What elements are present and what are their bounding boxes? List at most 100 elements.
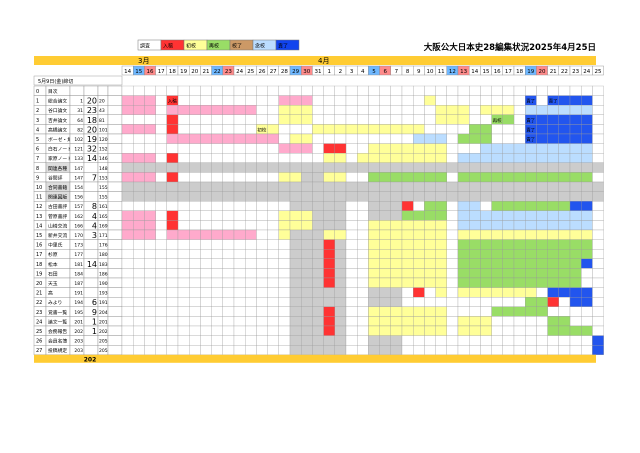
schedule-cell	[155, 268, 167, 279]
schedule-cell	[547, 335, 559, 346]
status-cell	[379, 153, 391, 163]
row-end-page: 183	[99, 262, 108, 268]
schedule-cell	[211, 220, 223, 231]
status-cell	[581, 143, 593, 154]
status-cell	[480, 229, 492, 240]
schedule-cell	[592, 287, 604, 298]
schedule-cell	[222, 124, 235, 135]
footer-total: 202	[84, 356, 97, 363]
schedule-cell	[368, 95, 380, 106]
schedule-cell	[491, 297, 503, 307]
status-cell	[536, 172, 548, 183]
schedule-cell	[133, 181, 145, 192]
status-cell	[569, 114, 582, 125]
status-cell	[491, 249, 503, 259]
schedule-cell	[592, 210, 604, 221]
schedule-cell	[166, 191, 179, 202]
schedule-cell	[480, 95, 492, 106]
schedule-cell	[222, 258, 235, 269]
status-cell	[424, 325, 436, 336]
status-cell	[401, 306, 414, 317]
schedule-cell	[480, 335, 492, 346]
schedule-cell	[502, 124, 515, 135]
schedule-cell	[334, 114, 347, 125]
row-start-page: 181	[74, 262, 83, 268]
row-note-cell	[107, 162, 123, 173]
schedule-cell	[323, 133, 335, 144]
page-title: 大阪公大日本史28編集状況2025年4月25日	[424, 42, 596, 53]
day-header-label: 27	[270, 69, 277, 75]
row-note-cell	[107, 95, 123, 106]
status-cell	[379, 316, 391, 327]
status-cell	[177, 105, 190, 115]
status-cell	[536, 133, 548, 144]
month-april: 4月	[318, 57, 329, 65]
schedule-cell	[446, 220, 459, 231]
status-cell	[144, 229, 156, 240]
schedule-cell	[267, 153, 279, 163]
schedule-cell	[390, 105, 403, 115]
schedule-cell	[312, 345, 324, 355]
schedule-cell	[469, 85, 481, 96]
schedule-cell	[189, 277, 201, 288]
schedule-cell	[390, 191, 403, 202]
schedule-cell	[155, 249, 167, 259]
status-cell	[513, 143, 526, 154]
row-start-page: 82	[77, 127, 83, 133]
row-start-page: 170	[74, 233, 83, 239]
schedule-cell	[233, 191, 246, 202]
schedule-cell	[233, 162, 246, 173]
row-number: 15	[36, 233, 42, 239]
schedule-cell	[435, 162, 447, 173]
schedule-cell	[278, 201, 291, 211]
schedule-cell	[457, 85, 470, 96]
schedule-cell	[177, 210, 190, 221]
day-header-label: 7	[395, 69, 399, 75]
day-header-label: 11	[438, 69, 445, 75]
row-count-cell	[83, 85, 99, 96]
status-cell	[413, 325, 425, 336]
schedule-cell	[536, 345, 548, 355]
schedule-cell	[345, 210, 358, 221]
status-cell	[502, 277, 515, 288]
day-header-label: 9	[417, 69, 421, 75]
schedule-cell	[446, 345, 459, 355]
schedule-cell	[457, 181, 470, 192]
schedule-cell	[502, 335, 515, 346]
status-cell	[413, 268, 425, 279]
day-header-label: 30	[303, 69, 310, 75]
status-cell	[345, 124, 358, 135]
status-cell	[502, 172, 515, 183]
row-start-page: 203	[74, 339, 83, 345]
row-number: 16	[36, 243, 42, 249]
schedule-cell	[200, 181, 212, 192]
schedule-cell	[345, 143, 358, 154]
schedule-cell	[177, 191, 190, 202]
status-cell	[536, 220, 548, 231]
status-cell	[491, 201, 503, 211]
schedule-cell	[312, 325, 324, 336]
row-name: 谷間評	[48, 174, 63, 181]
status-cell	[435, 325, 447, 336]
schedule-cell	[491, 133, 503, 144]
schedule-cell	[211, 316, 223, 327]
schedule-cell	[435, 335, 447, 346]
schedule-cell	[289, 316, 302, 327]
schedule-cell	[446, 133, 459, 144]
schedule-cell	[301, 229, 313, 240]
status-cell	[166, 220, 179, 231]
schedule-cell	[368, 287, 380, 298]
row-page-count: 9	[92, 308, 97, 317]
schedule-cell	[211, 143, 223, 154]
schedule-cell	[189, 143, 201, 154]
status-cell	[457, 133, 470, 144]
schedule-cell	[513, 181, 526, 192]
schedule-cell	[301, 306, 313, 317]
schedule-cell	[357, 297, 369, 307]
schedule-cell	[413, 201, 425, 211]
schedule-cell	[211, 153, 223, 163]
status-cell	[525, 143, 537, 154]
schedule-cell	[401, 95, 414, 106]
schedule-cell	[155, 105, 167, 115]
schedule-cell	[245, 210, 257, 221]
